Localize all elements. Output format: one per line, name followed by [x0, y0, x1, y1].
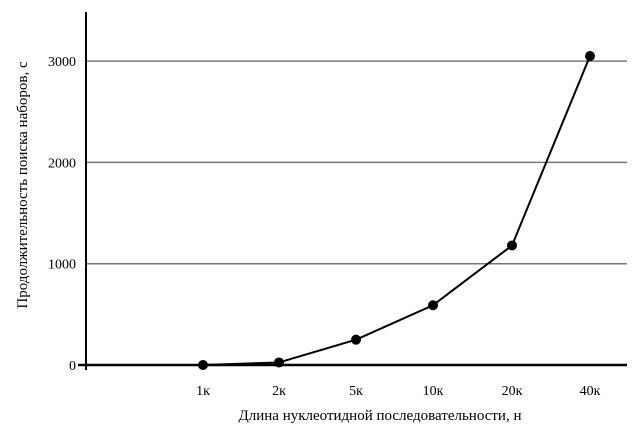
data-point — [507, 240, 517, 251]
data-point — [428, 300, 438, 311]
y-tick-label: 0 — [69, 359, 76, 374]
data-point — [351, 334, 361, 345]
series-line — [202, 55, 591, 366]
x-axis-label: Длина нуклеотидной последовательности, н — [239, 408, 522, 424]
y-tick-label: 2000 — [48, 156, 76, 171]
x-tick-label: 1к — [196, 384, 210, 399]
x-tick-labels: 1к 2к 5к 10к 20к 40к — [196, 384, 601, 399]
data-point — [585, 51, 595, 62]
x-tick-label: 5к — [349, 384, 363, 399]
y-tick-labels: 0 1000 2000 3000 — [48, 55, 76, 374]
data-point — [198, 360, 208, 370]
x-tick-label: 20к — [502, 384, 523, 399]
y-tick-label: 3000 — [48, 55, 76, 70]
series — [198, 51, 595, 370]
x-tick-label: 40к — [580, 384, 601, 399]
axes — [78, 12, 627, 370]
grid-lines — [86, 60, 627, 265]
y-tick-label: 1000 — [48, 258, 76, 273]
data-point — [274, 357, 284, 368]
y-axis-label: Продолжительность поиска наборов, с — [15, 61, 31, 309]
x-tick-label: 2к — [272, 384, 286, 399]
x-tick-label: 10к — [423, 384, 444, 399]
